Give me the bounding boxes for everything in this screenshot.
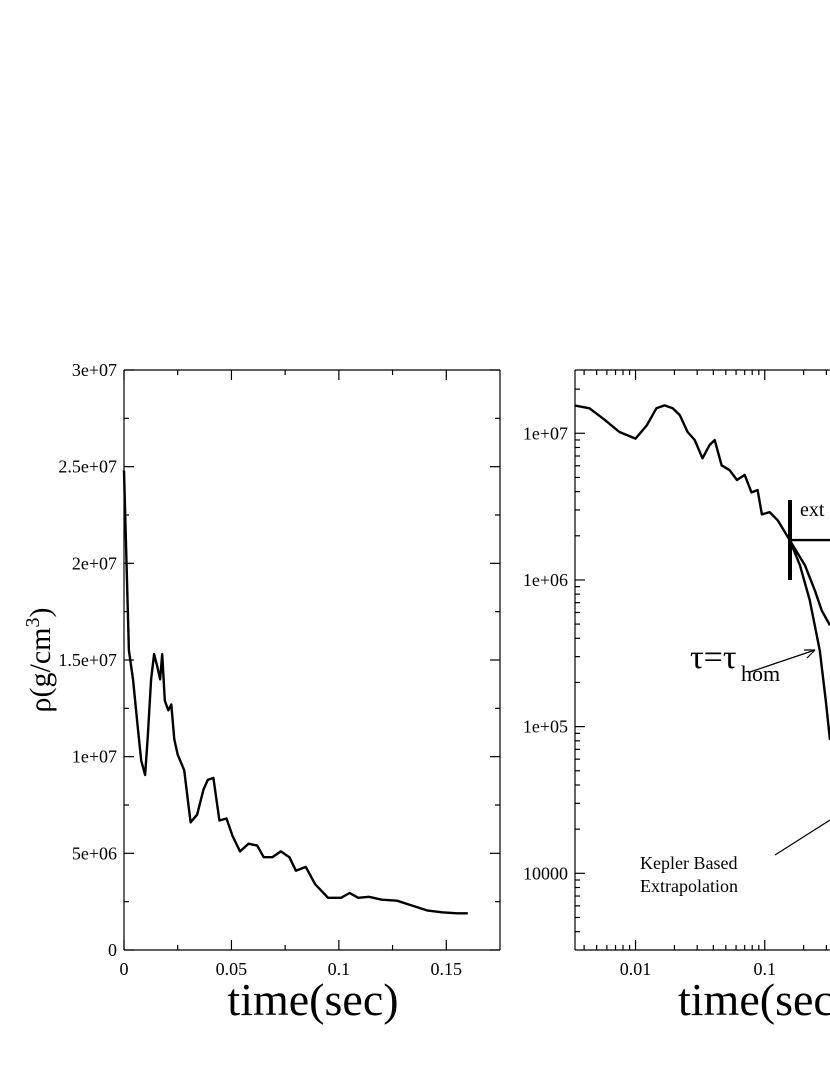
y-axis-label-sup: 3: [22, 618, 44, 628]
arrows: [749, 649, 830, 856]
y-tick-label: 1e+07: [72, 747, 117, 767]
data-line: [788, 539, 830, 626]
annotation: hom: [741, 661, 780, 686]
x-tick-label: 0.05: [216, 959, 248, 979]
x-tick-label: 0.1: [328, 959, 351, 979]
arrow: [774, 819, 830, 856]
y-axis-label-end: ): [24, 608, 57, 618]
y-tick-label: 1e+05: [523, 717, 568, 737]
annotation: τ=τ: [690, 639, 737, 676]
y-tick-label: 1.5e+07: [58, 650, 117, 670]
x-tick-label: 0.15: [431, 959, 463, 979]
x-tick-label: 0.1: [753, 959, 776, 979]
y-tick-label: 10000: [523, 863, 568, 883]
y-axis-label: ρ(g/cm3): [22, 608, 57, 713]
annotation: Kepler Based: [640, 853, 737, 873]
y-tick-label: 1e+07: [523, 423, 568, 443]
y-tick-label: 5e+06: [72, 843, 117, 863]
y-tick-label: 3e+07: [72, 360, 117, 380]
annotation: ext: [800, 499, 825, 521]
arrow-head: [804, 649, 816, 659]
y-tick-label: 2e+07: [72, 553, 117, 573]
data-line: [788, 539, 830, 741]
x-axis-label: time(sec: [678, 974, 830, 1025]
y-tick-label: 0: [108, 940, 117, 960]
data-line: [574, 404, 791, 541]
annotation: Extrapolation: [640, 876, 738, 896]
arrow: [749, 649, 816, 673]
x-axis-label: time(sec): [227, 974, 398, 1025]
data-line: [122, 470, 468, 915]
y-axis-label-base: ρ(g/cm: [24, 628, 57, 713]
x-tick-label: 0.01: [620, 959, 652, 979]
y-tick-label: 2.5e+07: [58, 457, 117, 477]
y-tick-label: 1e+06: [523, 570, 568, 590]
x-tick-label: 0: [120, 959, 129, 979]
